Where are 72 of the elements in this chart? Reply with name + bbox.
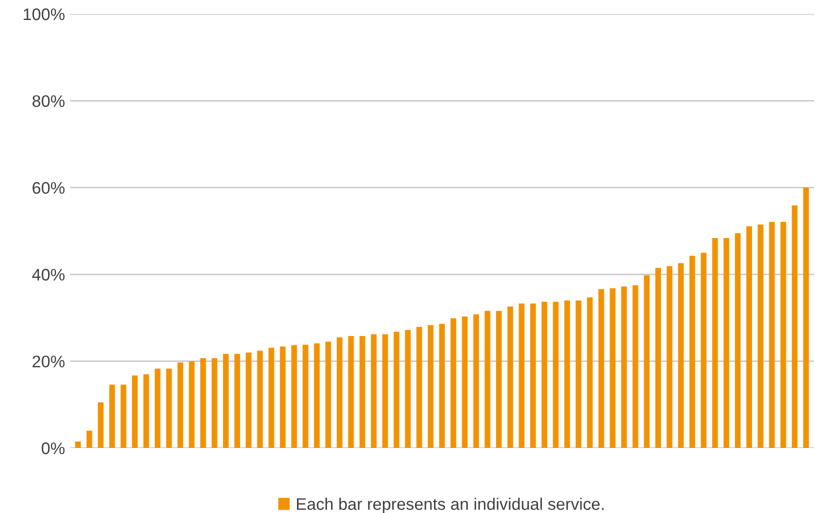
bar	[496, 310, 502, 448]
bar	[769, 222, 775, 448]
bar	[98, 402, 104, 448]
bar	[325, 342, 332, 448]
bar	[246, 352, 252, 448]
bar	[132, 376, 138, 448]
bar	[678, 263, 684, 448]
bar	[610, 288, 616, 448]
bar	[86, 430, 92, 448]
bar	[655, 268, 661, 448]
bar	[234, 354, 240, 448]
bar	[644, 275, 650, 448]
bar	[439, 324, 445, 448]
bar	[473, 314, 479, 448]
y-tick-label: 80%	[32, 95, 65, 108]
bar	[370, 334, 377, 448]
bar	[382, 334, 388, 448]
bar	[689, 256, 696, 448]
bar	[314, 343, 320, 448]
bar	[666, 266, 672, 448]
bar	[200, 358, 206, 448]
bar	[394, 332, 400, 448]
bar	[803, 188, 809, 448]
bar	[166, 368, 172, 448]
y-tick-label: 100%	[24, 8, 65, 20]
bar	[792, 205, 798, 448]
y-tick-label: 0%	[42, 442, 65, 454]
y-tick-label: 40%	[32, 268, 65, 281]
bar	[405, 330, 411, 448]
bar	[484, 310, 490, 448]
bar	[507, 306, 514, 448]
bar	[428, 325, 434, 448]
bar	[587, 297, 593, 448]
bar	[780, 222, 786, 448]
bar	[268, 348, 274, 448]
bar	[746, 226, 752, 448]
bar	[416, 326, 422, 448]
bar	[700, 252, 706, 448]
bar	[223, 354, 229, 448]
bar	[188, 361, 195, 448]
bar	[109, 384, 115, 448]
bar	[212, 358, 218, 448]
bar	[280, 346, 286, 448]
bar	[734, 233, 741, 448]
bar	[598, 289, 604, 448]
legend-label: Each bar represents an individual service.	[297, 498, 604, 513]
bar	[724, 238, 730, 448]
y-tick-label: 20%	[32, 356, 65, 368]
bar	[302, 344, 308, 448]
bar	[143, 374, 150, 448]
bar	[75, 441, 81, 448]
bar	[360, 336, 366, 448]
bar	[120, 384, 126, 448]
bar	[462, 316, 468, 448]
bar	[257, 350, 263, 448]
bar	[564, 300, 570, 448]
bar	[552, 302, 559, 448]
bar	[758, 224, 764, 448]
bar	[178, 362, 184, 448]
bar	[154, 368, 160, 448]
bar	[530, 303, 536, 448]
bar	[632, 285, 638, 448]
bar	[348, 336, 354, 448]
bar	[542, 302, 548, 448]
bar	[336, 337, 342, 448]
bar	[712, 238, 718, 448]
bar	[621, 286, 627, 448]
bar	[576, 300, 582, 448]
bar	[450, 318, 456, 448]
y-tick-label: 60%	[32, 182, 65, 194]
bar	[518, 303, 524, 448]
bar	[291, 345, 297, 448]
